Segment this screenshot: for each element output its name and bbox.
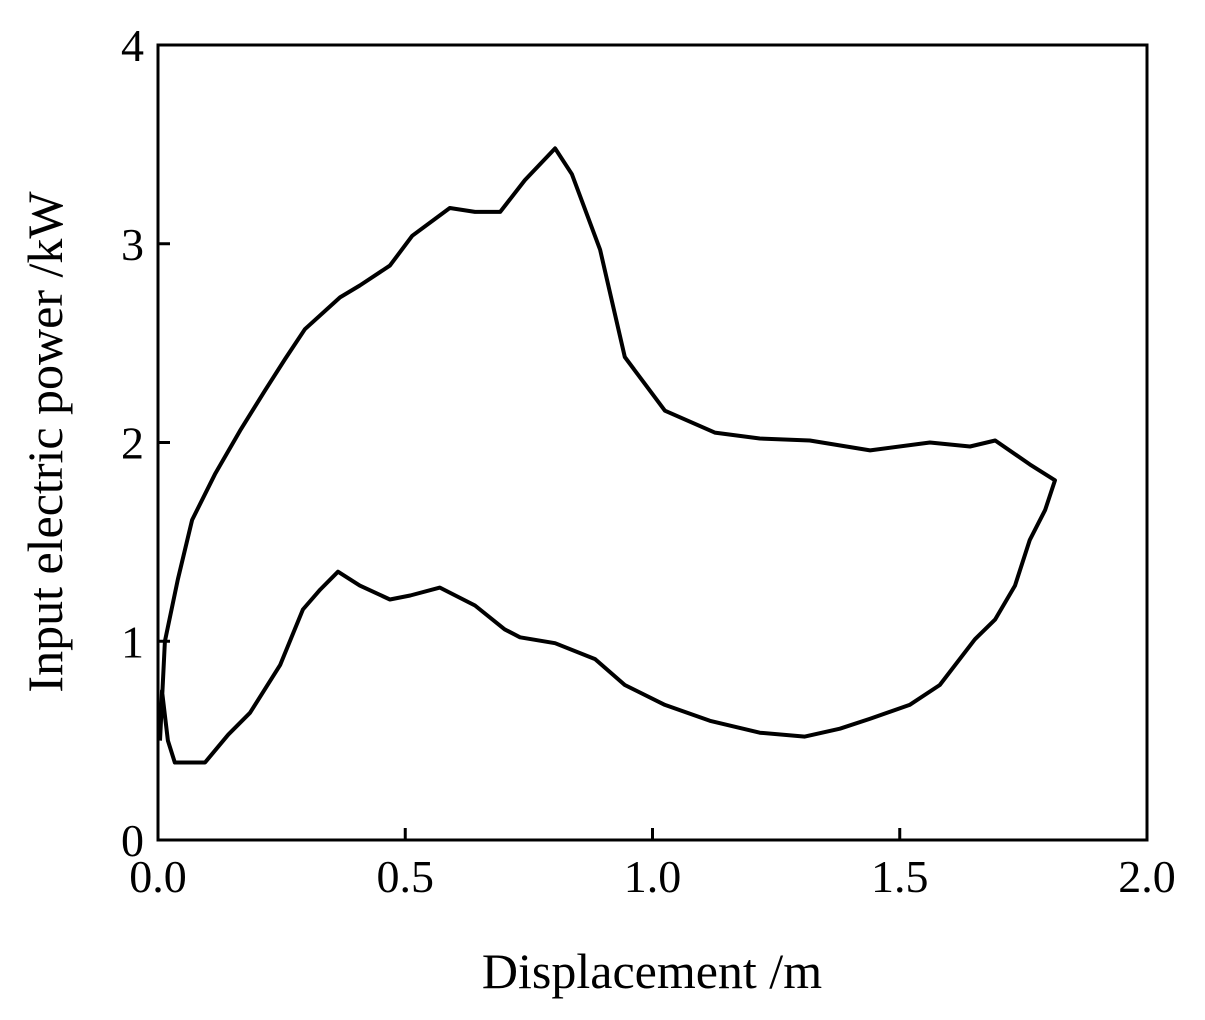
y-axis-label: Input electric power /kW — [17, 191, 73, 693]
x-tick-label: 0.0 — [129, 851, 187, 902]
y-tick-label: 3 — [121, 219, 144, 270]
x-tick-label: 2.0 — [1118, 851, 1176, 902]
x-axis-label: Displacement /m — [482, 943, 822, 999]
x-tick-label: 0.5 — [377, 851, 435, 902]
x-tick-label: 1.5 — [871, 851, 929, 902]
y-tick-label: 0 — [121, 815, 144, 866]
y-tick-label: 4 — [121, 20, 144, 71]
y-tick-label: 1 — [121, 616, 144, 667]
data-line — [158, 146, 1057, 765]
x-tick-label: 1.0 — [624, 851, 682, 902]
y-tick-label: 2 — [121, 418, 144, 469]
